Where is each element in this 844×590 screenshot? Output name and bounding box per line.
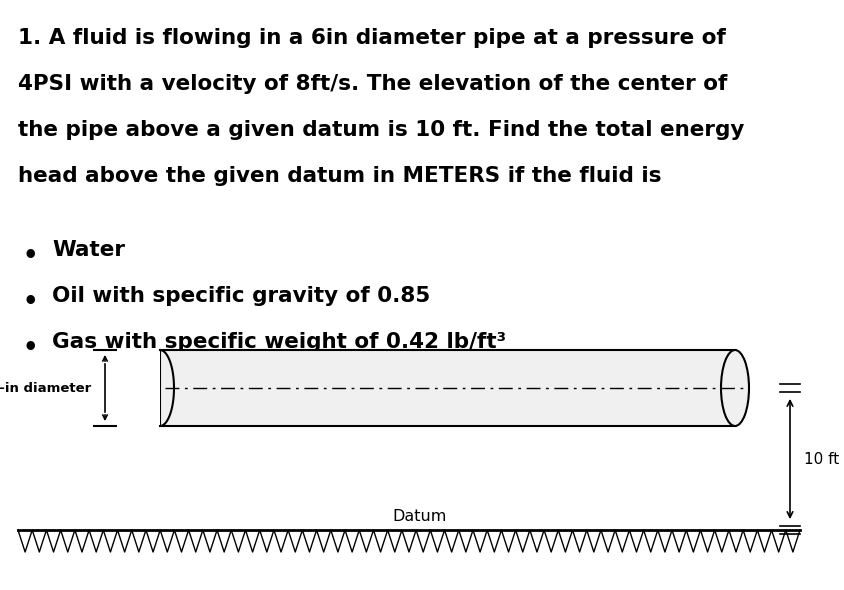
Text: head above the given datum in METERS if the fluid is: head above the given datum in METERS if … xyxy=(18,166,662,186)
Text: 4PSI with a velocity of 8ft/s. The elevation of the center of: 4PSI with a velocity of 8ft/s. The eleva… xyxy=(18,74,728,94)
Text: 1. A fluid is flowing in a 6in diameter pipe at a pressure of: 1. A fluid is flowing in a 6in diameter … xyxy=(18,28,726,48)
Text: Oil with specific gravity of 0.85: Oil with specific gravity of 0.85 xyxy=(52,286,430,306)
Text: Gas with specific weight of 0.42 lb/ft³: Gas with specific weight of 0.42 lb/ft³ xyxy=(52,332,506,352)
Text: Water: Water xyxy=(52,240,125,260)
Ellipse shape xyxy=(721,350,749,426)
Bar xyxy=(160,350,735,426)
Text: •: • xyxy=(22,244,37,268)
Text: 10 ft: 10 ft xyxy=(804,451,839,467)
Text: •: • xyxy=(22,336,37,360)
Text: •: • xyxy=(22,290,37,314)
Text: 6-in diameter: 6-in diameter xyxy=(0,382,91,395)
Text: Datum: Datum xyxy=(392,509,447,524)
Bar xyxy=(144,348,160,428)
Text: the pipe above a given datum is 10 ft. Find the total energy: the pipe above a given datum is 10 ft. F… xyxy=(18,120,744,140)
